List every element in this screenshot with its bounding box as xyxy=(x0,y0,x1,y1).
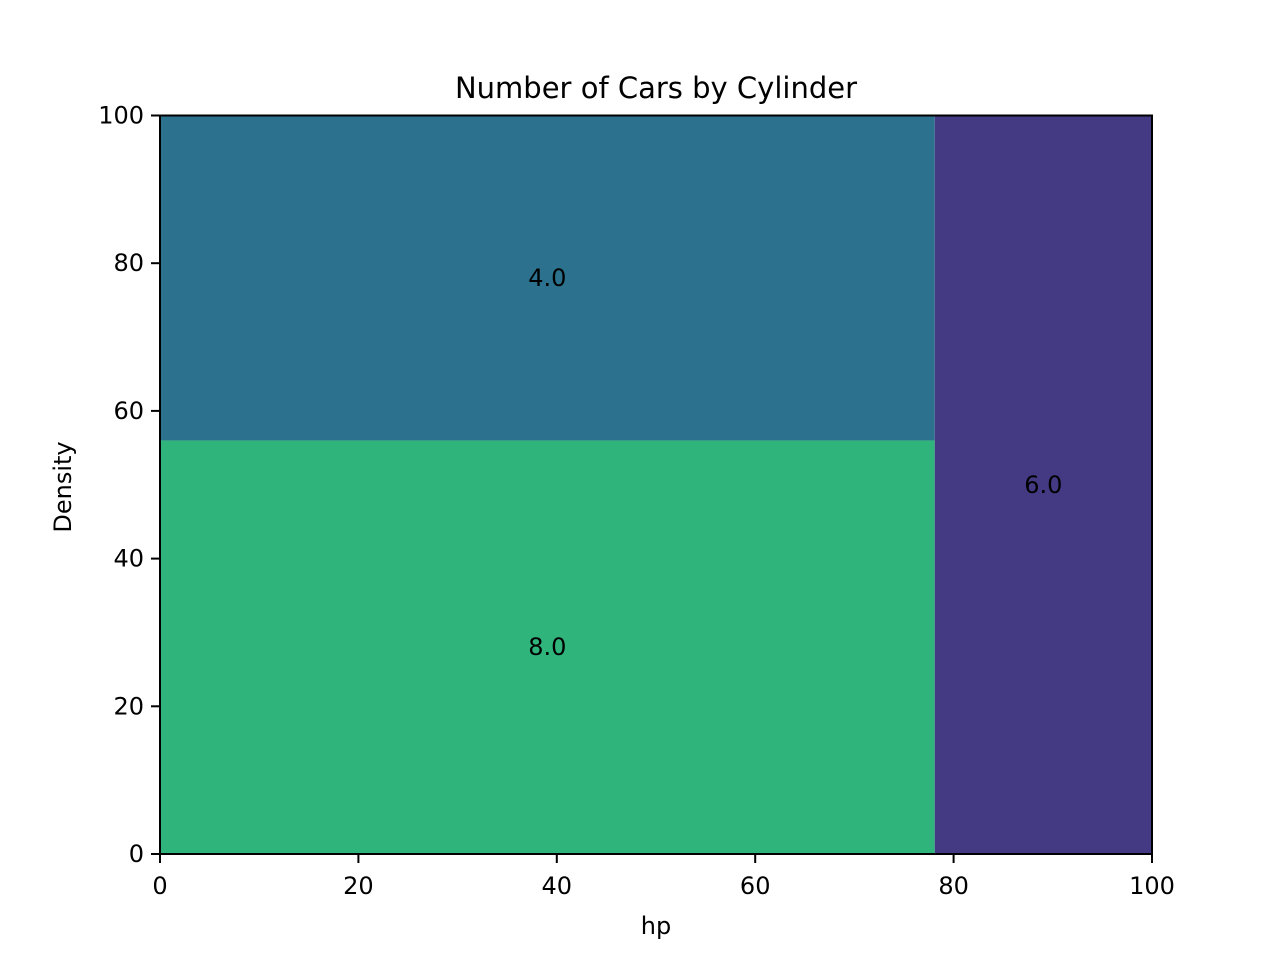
treemap-rect-6-0 xyxy=(934,115,1152,854)
y-tick-label: 60 xyxy=(113,397,144,425)
x-tick-label: 20 xyxy=(343,872,374,900)
x-tick-label: 0 xyxy=(152,872,167,900)
chart-title: Number of Cars by Cylinder xyxy=(455,71,857,105)
x-tick-label: 60 xyxy=(740,872,771,900)
y-tick-label: 80 xyxy=(113,249,144,277)
y-tick-label: 0 xyxy=(129,840,144,868)
x-tick-label: 100 xyxy=(1129,872,1175,900)
treemap-label: 6.0 xyxy=(1024,471,1062,499)
treemap-label: 8.0 xyxy=(528,633,566,661)
y-tick-label: 40 xyxy=(113,545,144,573)
y-axis-ticks: 0 20 40 60 80 100 xyxy=(98,102,160,868)
x-axis-label: hp xyxy=(641,912,671,940)
treemap-rect-4-0 xyxy=(160,115,935,441)
axes-frame xyxy=(159,114,1153,855)
plot-area: 8.0 4.0 6.0 xyxy=(160,115,1152,854)
y-tick-label: 100 xyxy=(98,102,144,130)
treemap-label: 4.0 xyxy=(528,264,566,292)
treemap-rect-8-0 xyxy=(160,440,935,854)
x-axis-ticks: 0 20 40 60 80 100 xyxy=(152,854,1175,900)
x-tick-label: 40 xyxy=(542,872,573,900)
y-tick-label: 20 xyxy=(113,692,144,720)
y-axis-label: Density xyxy=(49,441,77,532)
x-tick-label: 80 xyxy=(938,872,969,900)
